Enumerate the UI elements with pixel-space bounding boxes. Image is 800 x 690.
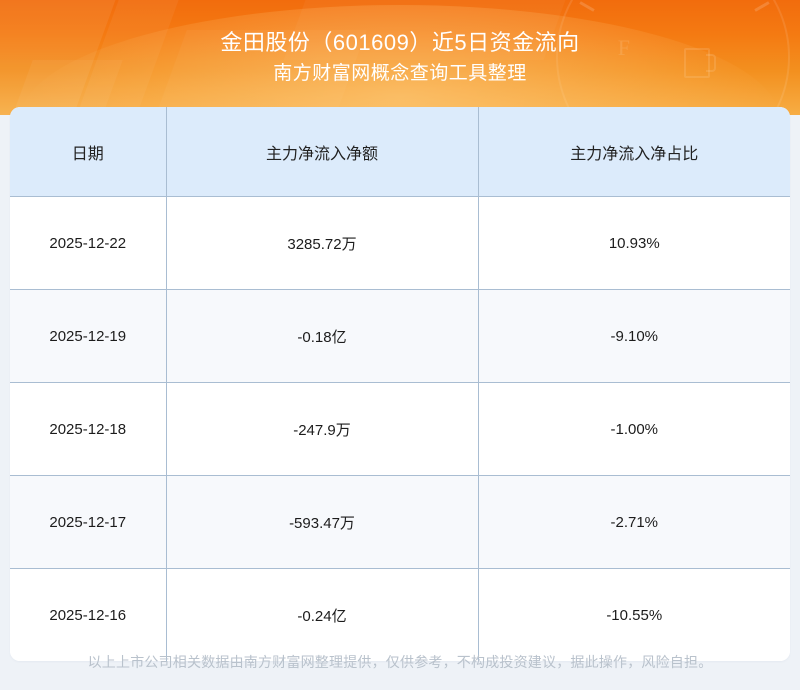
cell-percent: -2.71% (478, 475, 790, 569)
cell-date: 2025-12-16 (10, 568, 167, 661)
page-banner: F 金田股份（601609）近5日资金流向 南方财富网概念查询工具整理 (0, 0, 800, 115)
column-header-amount[interactable]: 主力净流入净额 (166, 107, 479, 197)
table-row: 2025-12-18 -247.9万 -1.00% (10, 382, 790, 476)
cell-percent: 10.93% (478, 196, 790, 290)
fund-flow-table: 日期 主力净流入净额 主力净流入净占比 2025-12-22 3285.72万 … (10, 107, 790, 661)
table-row: 2025-12-19 -0.18亿 -9.10% (10, 289, 790, 383)
cell-date: 2025-12-22 (10, 196, 167, 290)
table-head: 日期 主力净流入净额 主力净流入净占比 (10, 107, 790, 197)
page-title: 金田股份（601609）近5日资金流向 (220, 29, 580, 55)
cell-amount: -0.24亿 (166, 568, 479, 661)
cell-percent: -9.10% (478, 289, 790, 383)
disclaimer-note: 以上上市公司相关数据由南方财富网整理提供，仅供参考，不构成投资建议，据此操作，风… (87, 654, 713, 670)
table-body: 2025-12-22 3285.72万 10.93% 2025-12-19 -0… (10, 196, 790, 661)
table-header-row: 日期 主力净流入净额 主力净流入净占比 (10, 107, 790, 197)
table-row: 2025-12-17 -593.47万 -2.71% (10, 475, 790, 569)
table-row: 2025-12-16 -0.24亿 -10.55% (10, 568, 790, 661)
cell-amount: 3285.72万 (166, 196, 479, 290)
cell-percent: -1.00% (478, 382, 790, 476)
column-header-date[interactable]: 日期 (10, 107, 167, 197)
cell-amount: -0.18亿 (166, 289, 479, 383)
banner-text-block: 金田股份（601609）近5日资金流向 南方财富网概念查询工具整理 (0, 0, 800, 115)
cell-amount: -247.9万 (166, 382, 479, 476)
cell-amount: -593.47万 (166, 475, 479, 569)
cell-date: 2025-12-18 (10, 382, 167, 476)
fund-flow-table-card: 日期 主力净流入净额 主力净流入净占比 2025-12-22 3285.72万 … (10, 107, 790, 661)
cell-date: 2025-12-19 (10, 289, 167, 383)
column-header-percent[interactable]: 主力净流入净占比 (478, 107, 790, 197)
cell-percent: -10.55% (478, 568, 790, 661)
table-row: 2025-12-22 3285.72万 10.93% (10, 196, 790, 290)
page-subtitle: 南方财富网概念查询工具整理 (273, 63, 527, 85)
cell-date: 2025-12-17 (10, 475, 167, 569)
